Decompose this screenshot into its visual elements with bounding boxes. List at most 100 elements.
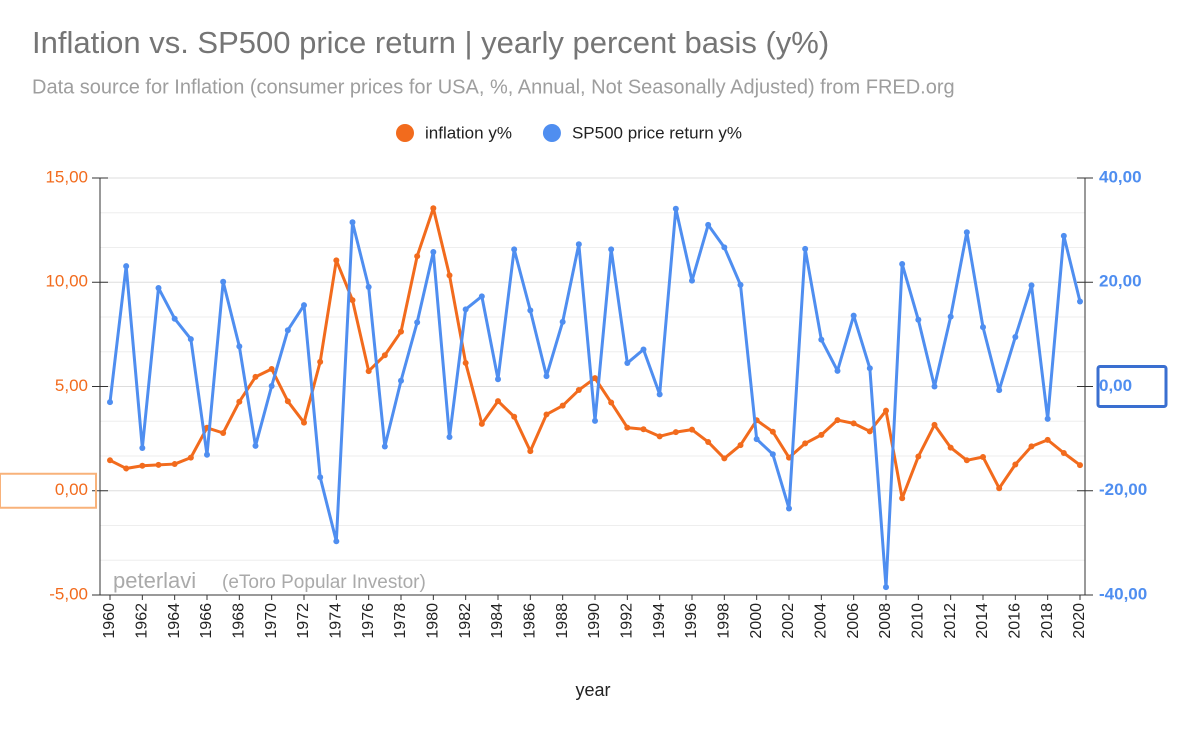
data-point bbox=[915, 453, 922, 460]
data-point bbox=[624, 360, 631, 367]
data-point bbox=[1012, 461, 1019, 468]
data-point bbox=[947, 444, 954, 451]
data-point bbox=[107, 399, 113, 406]
data-point bbox=[268, 382, 275, 389]
data-point bbox=[899, 495, 906, 502]
x-tick-label: 1968 bbox=[231, 603, 248, 639]
data-point bbox=[1044, 415, 1051, 422]
data-point bbox=[850, 312, 857, 319]
data-point bbox=[398, 377, 404, 384]
y2-tick-label: -20,00 bbox=[1099, 480, 1147, 499]
legend-label: SP500 price return y% bbox=[572, 123, 742, 142]
data-point bbox=[284, 398, 291, 405]
data-point bbox=[1060, 450, 1067, 457]
data-point bbox=[818, 336, 825, 343]
data-point bbox=[123, 263, 130, 270]
data-point bbox=[1012, 333, 1019, 340]
data-point bbox=[980, 453, 986, 460]
chart-subtitle: Data source for Inflation (consumer pric… bbox=[32, 76, 955, 98]
data-point bbox=[446, 272, 453, 279]
x-tick-label: 1964 bbox=[166, 603, 183, 639]
data-point bbox=[656, 433, 663, 440]
data-point bbox=[769, 428, 776, 435]
data-point bbox=[915, 316, 922, 323]
data-point bbox=[462, 306, 469, 313]
data-point bbox=[414, 319, 421, 326]
data-point bbox=[947, 313, 954, 320]
data-point bbox=[656, 391, 663, 398]
x-tick-label: 1998 bbox=[716, 603, 733, 639]
y-tick-label: -5,00 bbox=[49, 584, 88, 603]
data-point bbox=[495, 398, 501, 405]
x-tick-label: 1990 bbox=[586, 603, 603, 639]
data-point bbox=[527, 307, 534, 314]
x-tick-label: 1960 bbox=[101, 603, 118, 639]
data-point bbox=[705, 221, 712, 228]
data-point bbox=[527, 448, 534, 455]
x-tick-label: 1992 bbox=[619, 603, 636, 639]
x-axis-label: year bbox=[575, 680, 610, 700]
data-point bbox=[284, 327, 291, 334]
data-point bbox=[786, 505, 792, 512]
data-point bbox=[446, 434, 453, 441]
data-point bbox=[268, 365, 275, 372]
y2-tick-label: -40,00 bbox=[1099, 584, 1147, 603]
data-point bbox=[1060, 232, 1067, 239]
data-point bbox=[462, 359, 469, 366]
data-point bbox=[931, 383, 938, 390]
highlight-box bbox=[1096, 365, 1168, 408]
x-tick-label: 2012 bbox=[942, 603, 959, 639]
data-point bbox=[931, 421, 938, 428]
data-point bbox=[381, 443, 388, 450]
y2-tick-label: 0,00 bbox=[1099, 376, 1132, 395]
x-tick-label: 2014 bbox=[974, 603, 991, 639]
data-point bbox=[640, 426, 647, 433]
x-tick-label: 2006 bbox=[845, 603, 862, 639]
data-point bbox=[689, 426, 695, 433]
data-point bbox=[834, 367, 841, 374]
data-point bbox=[365, 283, 372, 290]
data-point bbox=[187, 336, 194, 343]
data-point bbox=[575, 241, 582, 248]
data-point bbox=[1028, 443, 1035, 450]
data-point bbox=[511, 246, 518, 253]
data-point bbox=[721, 455, 728, 462]
data-point bbox=[575, 387, 582, 394]
watermark: peterlavi bbox=[113, 568, 196, 593]
legend-label: inflation y% bbox=[425, 123, 512, 142]
data-point bbox=[349, 297, 356, 304]
chart-title: Inflation vs. SP500 price return | yearl… bbox=[32, 25, 829, 60]
data-point bbox=[123, 465, 130, 472]
data-point bbox=[592, 375, 598, 382]
x-tick-label: 1962 bbox=[134, 603, 151, 639]
data-point bbox=[786, 454, 792, 461]
data-point bbox=[204, 451, 210, 458]
data-point bbox=[834, 417, 841, 424]
data-point bbox=[802, 440, 809, 447]
y-tick-label: 5,00 bbox=[55, 376, 88, 395]
x-tick-label: 1984 bbox=[489, 603, 506, 639]
x-tick-label: 1970 bbox=[263, 603, 280, 639]
data-point bbox=[252, 373, 259, 380]
data-point bbox=[220, 429, 227, 436]
data-point bbox=[236, 343, 243, 350]
data-point bbox=[333, 538, 340, 545]
data-point bbox=[381, 352, 388, 359]
data-point bbox=[333, 257, 340, 264]
data-point bbox=[850, 420, 857, 427]
data-point bbox=[398, 328, 404, 335]
x-tick-label: 1966 bbox=[198, 603, 215, 639]
data-point bbox=[769, 451, 776, 458]
data-point bbox=[478, 420, 485, 427]
data-point bbox=[737, 281, 744, 288]
data-point bbox=[220, 278, 227, 285]
data-point bbox=[155, 284, 162, 291]
x-tick-label: 1994 bbox=[651, 603, 668, 639]
x-tick-label: 1982 bbox=[457, 603, 474, 639]
data-point bbox=[640, 346, 647, 353]
data-point bbox=[672, 205, 679, 212]
y-tick-label: 15,00 bbox=[45, 167, 88, 186]
x-tick-label: 1974 bbox=[328, 603, 345, 639]
data-point bbox=[301, 302, 307, 309]
data-point bbox=[1028, 282, 1035, 289]
